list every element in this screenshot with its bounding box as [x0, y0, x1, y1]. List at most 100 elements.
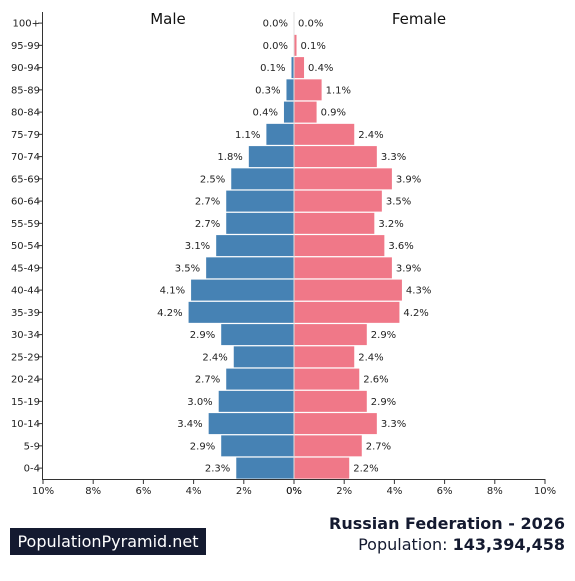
male-value-label: 2.4%: [202, 352, 227, 363]
female-value-label: 3.3%: [381, 419, 406, 430]
x-tick-label: 2%: [236, 486, 252, 497]
age-group-label: 0-4: [24, 464, 40, 475]
population-value: 143,394,458: [452, 535, 565, 554]
female-value-label: 2.7%: [366, 441, 391, 452]
x-tick-label: 0%: [286, 486, 302, 497]
male-value-label: 3.0%: [187, 397, 212, 408]
male-value-label: 2.3%: [205, 464, 230, 475]
female-value-label: 0.4%: [308, 63, 333, 74]
age-group-label: 90-94: [11, 63, 40, 74]
chart-footer-title: Russian Federation - 2026 Population: 14…: [329, 514, 565, 556]
female-bar: [294, 190, 382, 212]
female-bar: [294, 301, 400, 323]
female-bar: [294, 346, 355, 368]
female-bar: [294, 257, 392, 279]
male-value-label: 2.9%: [190, 330, 215, 341]
male-bar: [236, 457, 294, 479]
male-value-label: 1.8%: [217, 152, 242, 163]
age-group-label: 85-89: [11, 85, 40, 96]
male-value-label: 0.0%: [263, 41, 288, 52]
male-value-label: 4.1%: [160, 286, 185, 297]
female-value-label: 3.6%: [388, 241, 413, 252]
population-line: Population: 143,394,458: [329, 534, 565, 556]
male-value-label: 2.9%: [190, 441, 215, 452]
male-bar: [191, 279, 294, 301]
female-bar: [294, 212, 375, 234]
male-bar: [226, 212, 294, 234]
male-value-label: 3.4%: [177, 419, 202, 430]
age-group-label: 75-79: [11, 130, 40, 141]
female-value-label: 2.9%: [371, 330, 396, 341]
male-bar: [226, 190, 294, 212]
age-group-label: 25-29: [11, 352, 40, 363]
female-value-label: 2.4%: [358, 352, 383, 363]
female-value-label: 0.9%: [321, 108, 346, 119]
female-value-label: 0.1%: [301, 41, 326, 52]
age-group-label: 15-19: [11, 397, 40, 408]
male-value-label: 2.7%: [195, 219, 220, 230]
age-group-label: 30-34: [11, 330, 40, 341]
male-value-label: 2.5%: [200, 174, 225, 185]
x-tick-label: 2%: [336, 486, 352, 497]
male-value-label: 2.7%: [195, 197, 220, 208]
male-value-label: 2.7%: [195, 375, 220, 386]
female-bar: [294, 101, 317, 123]
x-tick-label: 6%: [135, 486, 151, 497]
age-group-label: 95-99: [11, 41, 40, 52]
x-tick-label: 10%: [534, 486, 556, 497]
female-value-label: 3.9%: [396, 174, 421, 185]
male-bar: [188, 301, 294, 323]
male-bar: [216, 235, 294, 257]
female-value-label: 1.1%: [326, 85, 351, 96]
population-pyramid-chart: 2.3% 2.2% 0-4 2.9% 2.7% 5-9 3.4% 3.3% 10-14 3.0% 2…: [11, 10, 556, 497]
female-bar: [294, 368, 360, 390]
age-group-label: 60-64: [11, 197, 40, 208]
female-value-label: 0.0%: [298, 19, 323, 30]
male-value-label: 4.2%: [157, 308, 182, 319]
female-series-heading: Female: [392, 10, 446, 28]
male-value-label: 3.5%: [175, 263, 200, 274]
male-value-label: 0.0%: [263, 19, 288, 30]
male-bar: [283, 101, 294, 123]
male-bar: [233, 346, 294, 368]
female-value-label: 3.5%: [386, 197, 411, 208]
male-value-label: 3.1%: [185, 241, 210, 252]
female-value-label: 4.2%: [403, 308, 428, 319]
country-year-title: Russian Federation - 2026: [329, 514, 565, 533]
male-bar: [248, 146, 294, 168]
female-bar: [294, 324, 367, 346]
female-bar: [294, 57, 305, 79]
male-series-heading: Male: [150, 10, 186, 28]
male-bar: [218, 390, 294, 412]
age-group-label: 35-39: [11, 308, 40, 319]
age-group-label: 45-49: [11, 263, 40, 274]
x-tick-label: 6%: [437, 486, 453, 497]
x-tick-label: 8%: [85, 486, 101, 497]
female-bar: [294, 457, 350, 479]
male-value-label: 1.1%: [235, 130, 260, 141]
x-tick-label: 8%: [487, 486, 503, 497]
male-bar: [221, 324, 294, 346]
female-value-label: 3.3%: [381, 152, 406, 163]
male-bar: [206, 257, 294, 279]
male-value-label: 0.1%: [260, 63, 285, 74]
brand-logo[interactable]: PopulationPyramid.net: [10, 528, 206, 555]
male-bar: [291, 57, 294, 79]
age-group-label: 80-84: [11, 108, 40, 119]
female-value-label: 2.2%: [353, 464, 378, 475]
age-group-label: 50-54: [11, 241, 40, 252]
male-value-label: 0.4%: [253, 108, 278, 119]
female-value-label: 3.2%: [378, 219, 403, 230]
female-bar: [294, 79, 322, 101]
age-group-label: 65-69: [11, 174, 40, 185]
female-bar: [294, 168, 392, 190]
age-group-label: 70-74: [11, 152, 40, 163]
female-value-label: 4.3%: [406, 286, 431, 297]
female-bar: [294, 123, 355, 145]
male-bar: [231, 168, 294, 190]
female-bar: [294, 235, 385, 257]
female-bar: [294, 390, 367, 412]
male-bar: [208, 413, 294, 435]
female-value-label: 2.4%: [358, 130, 383, 141]
male-bar: [226, 368, 294, 390]
